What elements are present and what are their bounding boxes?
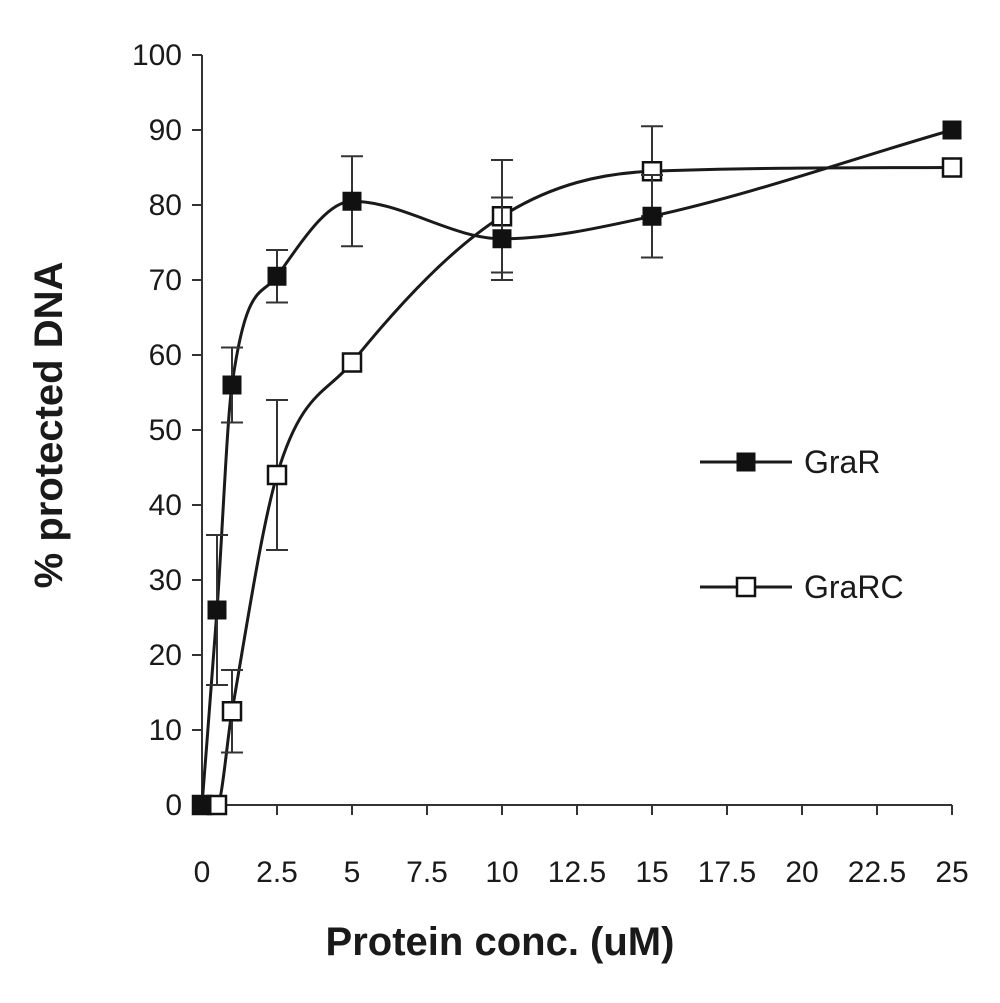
x-tick-label: 0 [194,856,211,889]
data-point [941,157,963,178]
x-tick-label: 20 [785,856,818,889]
x-tick-label: 15 [635,856,668,889]
legend-label: GraRC [804,569,904,605]
data-point [266,464,288,486]
x-ticks: 0 2.5 5 7.5 10 12.5 15 17.5 20 22.5 25 [194,805,969,889]
x-tick-label: 17.5 [698,856,756,889]
series-grarc-line [202,166,953,807]
series-grar [192,120,962,815]
x-tick-label: 25 [935,856,968,889]
data-point [341,352,363,373]
data-point [222,375,242,395]
data-point [221,701,243,722]
legend: GraR GraRC [700,444,904,605]
legend-label: GraR [804,444,880,480]
y-tick-label: 20 [149,639,182,672]
y-tick-label: 40 [149,489,182,522]
x-axis-title: Protein conc. (uM) [326,920,675,964]
y-tick-label: 80 [149,189,182,222]
y-axis-title: % protected DNA [27,262,71,589]
data-point [942,120,962,140]
x-tick-label: 22.5 [848,856,906,889]
x-tick-label: 10 [485,856,518,889]
data-point [342,191,362,211]
x-tick-label: 2.5 [256,856,298,889]
x-tick-label: 12.5 [548,856,606,889]
data-point [267,266,287,286]
legend-marker [736,452,756,472]
y-tick-label: 90 [149,114,182,147]
y-tick-label: 10 [149,714,182,747]
legend-item-grar: GraR [700,444,880,480]
y-tick-label: 0 [165,789,182,822]
y-tick-label: 70 [149,264,182,297]
data-point [492,229,512,249]
y-ticks: 0 10 20 30 40 50 60 70 80 90 100 [132,39,202,822]
y-tick-label: 30 [149,564,182,597]
y-tick-label: 100 [132,39,182,72]
series-layer [191,120,963,816]
legend-item-grarc: GraRC [700,569,904,605]
x-tick-label: 5 [344,856,361,889]
data-point [207,600,227,620]
data-point [642,206,662,226]
y-tick-label: 50 [149,414,182,447]
data-point [192,795,212,815]
legend-marker [735,576,757,598]
x-tick-label: 7.5 [406,856,448,889]
y-tick-label: 60 [149,339,182,372]
